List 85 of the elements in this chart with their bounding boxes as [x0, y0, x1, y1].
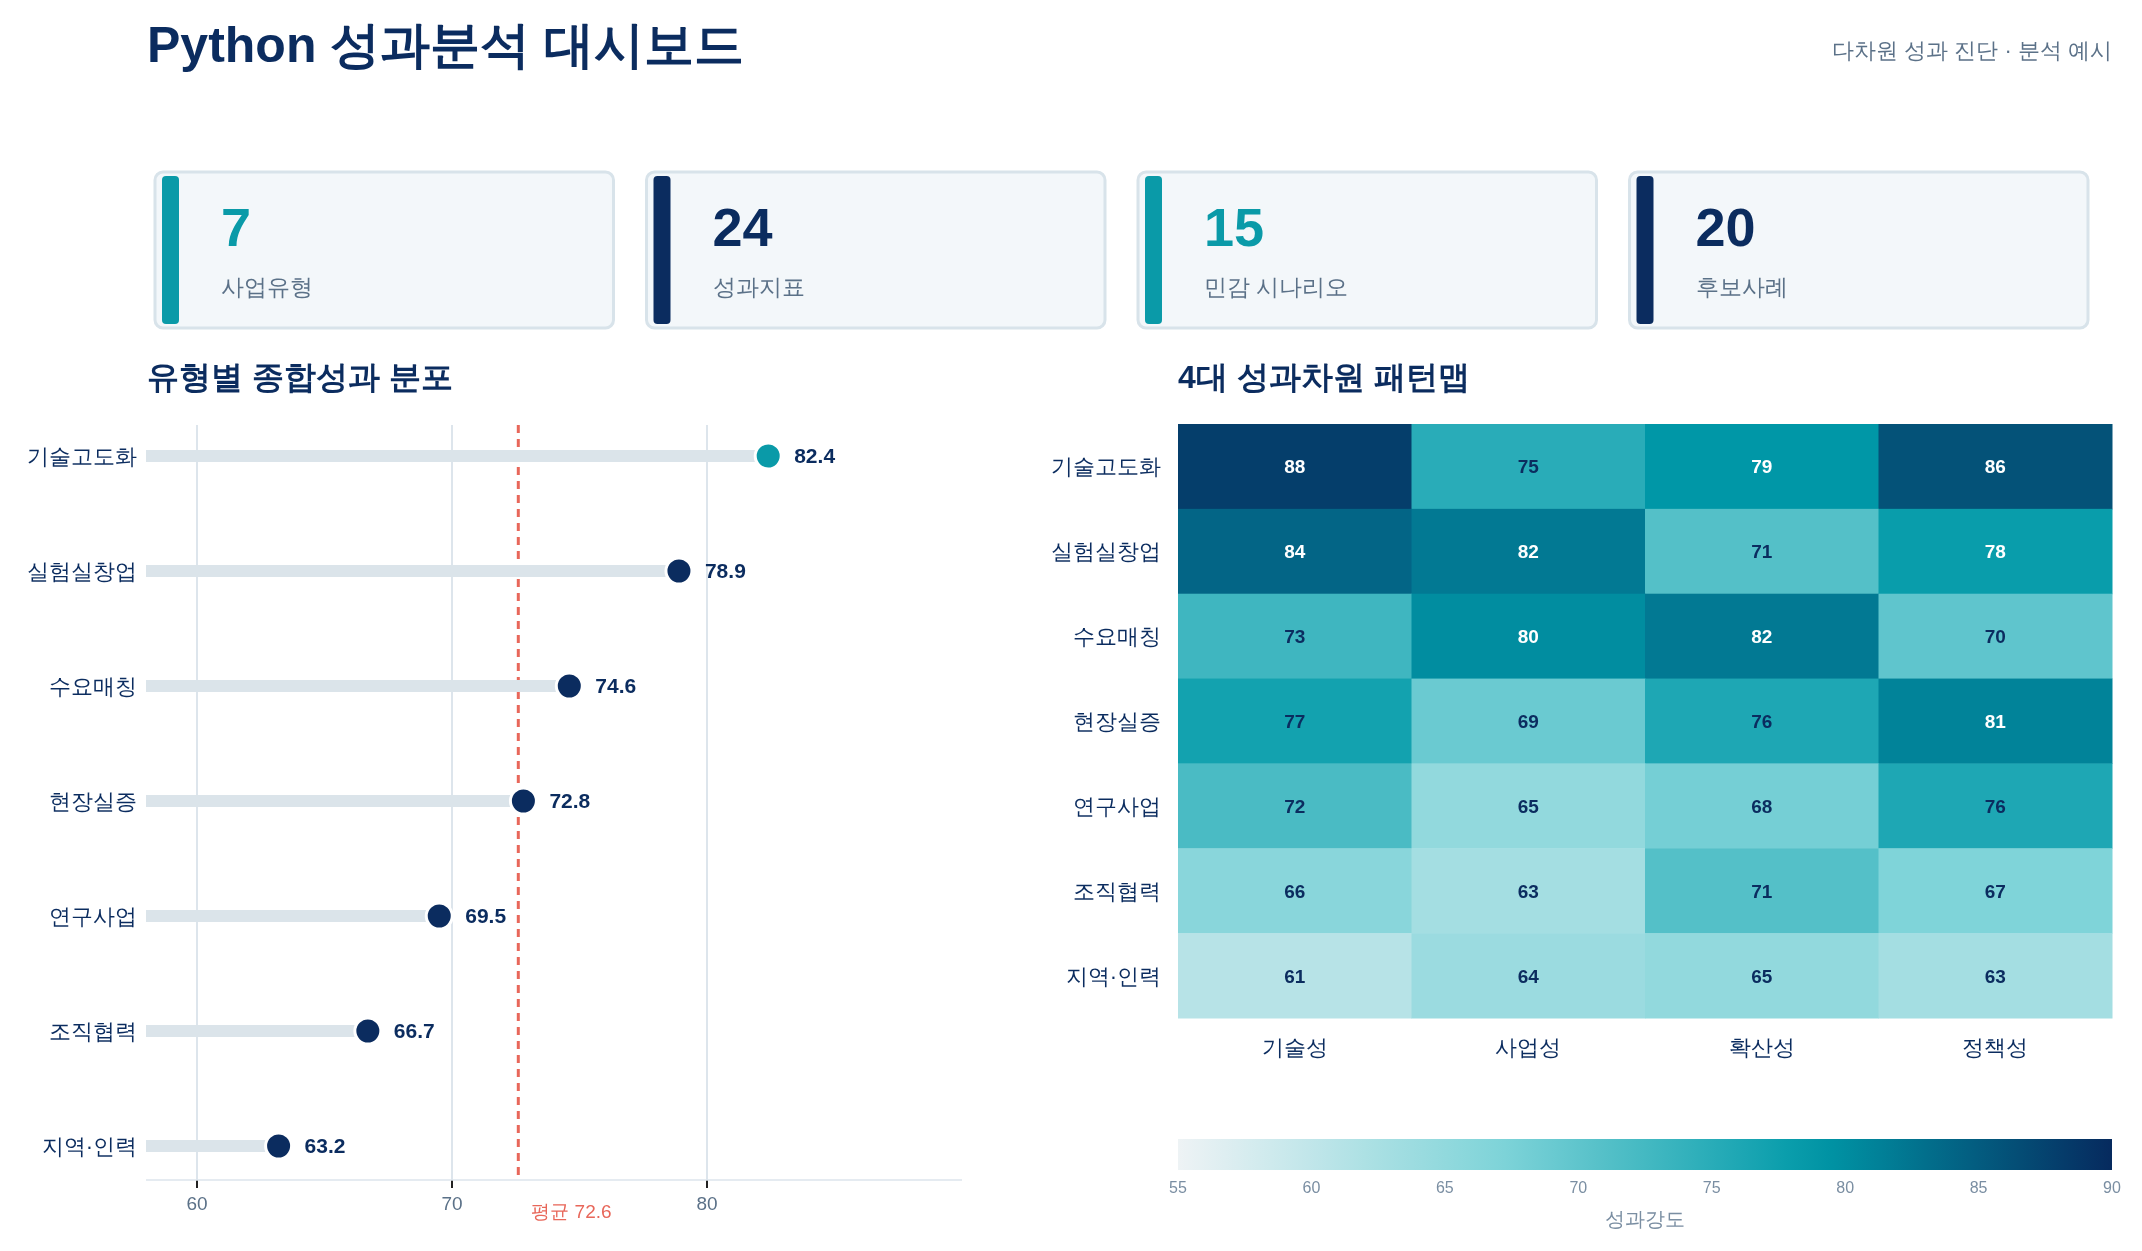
data-label: 24 [712, 197, 773, 257]
data-label: 88 [1284, 456, 1306, 478]
color-bar-label: 70 [1569, 1179, 1588, 1196]
x-tick-label: 80 [696, 1193, 718, 1214]
y-tick-label: 연구사업 [49, 904, 137, 929]
x-tick-label: 60 [186, 1193, 208, 1214]
y-tick-label: 지역·인력 [1065, 963, 1161, 989]
y-tick-label: 현장실증 [49, 789, 137, 814]
category-label: 민감 시나리오 [1204, 274, 1349, 300]
data-label: 63 [1984, 965, 2006, 987]
data-label: 78 [1984, 541, 2006, 563]
color-bar-label: 85 [1969, 1179, 1988, 1196]
y-tick-label: 현장실증 [1073, 709, 1161, 734]
y-tick-label: 조직협력 [49, 1019, 137, 1044]
data-label: 74.6 [595, 674, 637, 697]
y-tick-label: 수요매칭 [49, 674, 137, 699]
x-tick-label: 확산성 [1728, 1035, 1795, 1060]
chart-title: 4대 성과차원 패턴맵 [1178, 359, 1470, 395]
x-tick-label: 정책성 [1962, 1035, 2029, 1060]
data-label: 20 [1695, 197, 1756, 257]
data-label: 7 [221, 197, 252, 257]
y-tick-label: 기술고도화 [27, 444, 137, 469]
data-label: 68 [1751, 795, 1773, 817]
color-bar-label: 75 [1702, 1179, 1721, 1196]
data-label: 82 [1751, 626, 1773, 648]
y-tick-label: 기술고도화 [1051, 454, 1161, 480]
point [753, 441, 783, 471]
ref-line-label: 평균 72.6 [531, 1201, 612, 1222]
y-tick-label: 실험실창업 [27, 559, 137, 584]
data-label: 82 [1517, 541, 1539, 563]
data-label: 66 [1284, 880, 1306, 902]
data-label: 64 [1517, 965, 1540, 987]
color-bar-label: 55 [1169, 1179, 1187, 1196]
category-label: 사업유형 [221, 274, 313, 300]
y-tick-label: 조직협력 [1073, 878, 1161, 904]
data-label: 69 [1517, 711, 1539, 732]
color-bar-label: 80 [1836, 1179, 1855, 1196]
data-label: 71 [1751, 541, 1773, 563]
data-label: 72.8 [549, 789, 591, 812]
data-label: 63 [1517, 880, 1539, 902]
data-label: 70 [1984, 626, 2006, 648]
data-label: 73 [1284, 626, 1306, 648]
data-label: 71 [1751, 880, 1773, 902]
y-tick-label: 지역·인력 [41, 1134, 137, 1159]
data-label: 84 [1284, 541, 1306, 563]
data-label: 72 [1284, 795, 1306, 817]
color-bar-label: 90 [2103, 1179, 2121, 1196]
chart-title: 유형별 종합성과 분포 [147, 359, 453, 395]
point [554, 671, 584, 701]
data-label: 69.5 [465, 904, 507, 927]
point [664, 556, 694, 586]
data-label: 80 [1517, 626, 1539, 648]
data-label: 75 [1517, 456, 1540, 478]
x-tick-label: 사업성 [1495, 1035, 1562, 1060]
data-label: 15 [1204, 197, 1265, 257]
color-bar-label: 65 [1435, 1179, 1454, 1196]
text: Python 성과분석 대시보드 [147, 17, 745, 73]
data-label: 76 [1751, 711, 1773, 732]
point [353, 1016, 383, 1046]
y-tick-label: 연구사업 [1073, 793, 1161, 819]
y-tick-label: 실험실창업 [1051, 539, 1161, 565]
data-label: 67 [1984, 880, 2006, 902]
data-label: 65 [1751, 965, 1773, 987]
category-label: 후보사례 [1695, 274, 1788, 300]
color-bar-label: 60 [1302, 1179, 1321, 1196]
point [508, 786, 538, 816]
data-label: 61 [1284, 965, 1306, 987]
data-label: 76 [1984, 795, 2006, 817]
data-label: 63.2 [304, 1134, 346, 1157]
point [424, 901, 454, 931]
color-bar-title: 성과강도 [1605, 1208, 1685, 1230]
y-tick-label: 수요매칭 [1073, 624, 1161, 650]
data-label: 82.4 [794, 444, 836, 467]
x-tick-label: 기술성 [1261, 1035, 1328, 1060]
x-tick-label: 70 [441, 1193, 463, 1214]
data-label: 77 [1284, 711, 1306, 732]
data-label: 79 [1751, 456, 1773, 478]
data-label: 66.7 [393, 1019, 435, 1042]
point [264, 1131, 294, 1161]
data-label: 78.9 [704, 559, 746, 582]
data-label: 65 [1517, 795, 1540, 817]
data-label: 81 [1984, 711, 2007, 732]
data-label: 86 [1984, 456, 2006, 478]
text: 다차원 성과 진단 · 분석 예시 [1832, 38, 2112, 63]
category-label: 성과지표 [712, 274, 805, 300]
